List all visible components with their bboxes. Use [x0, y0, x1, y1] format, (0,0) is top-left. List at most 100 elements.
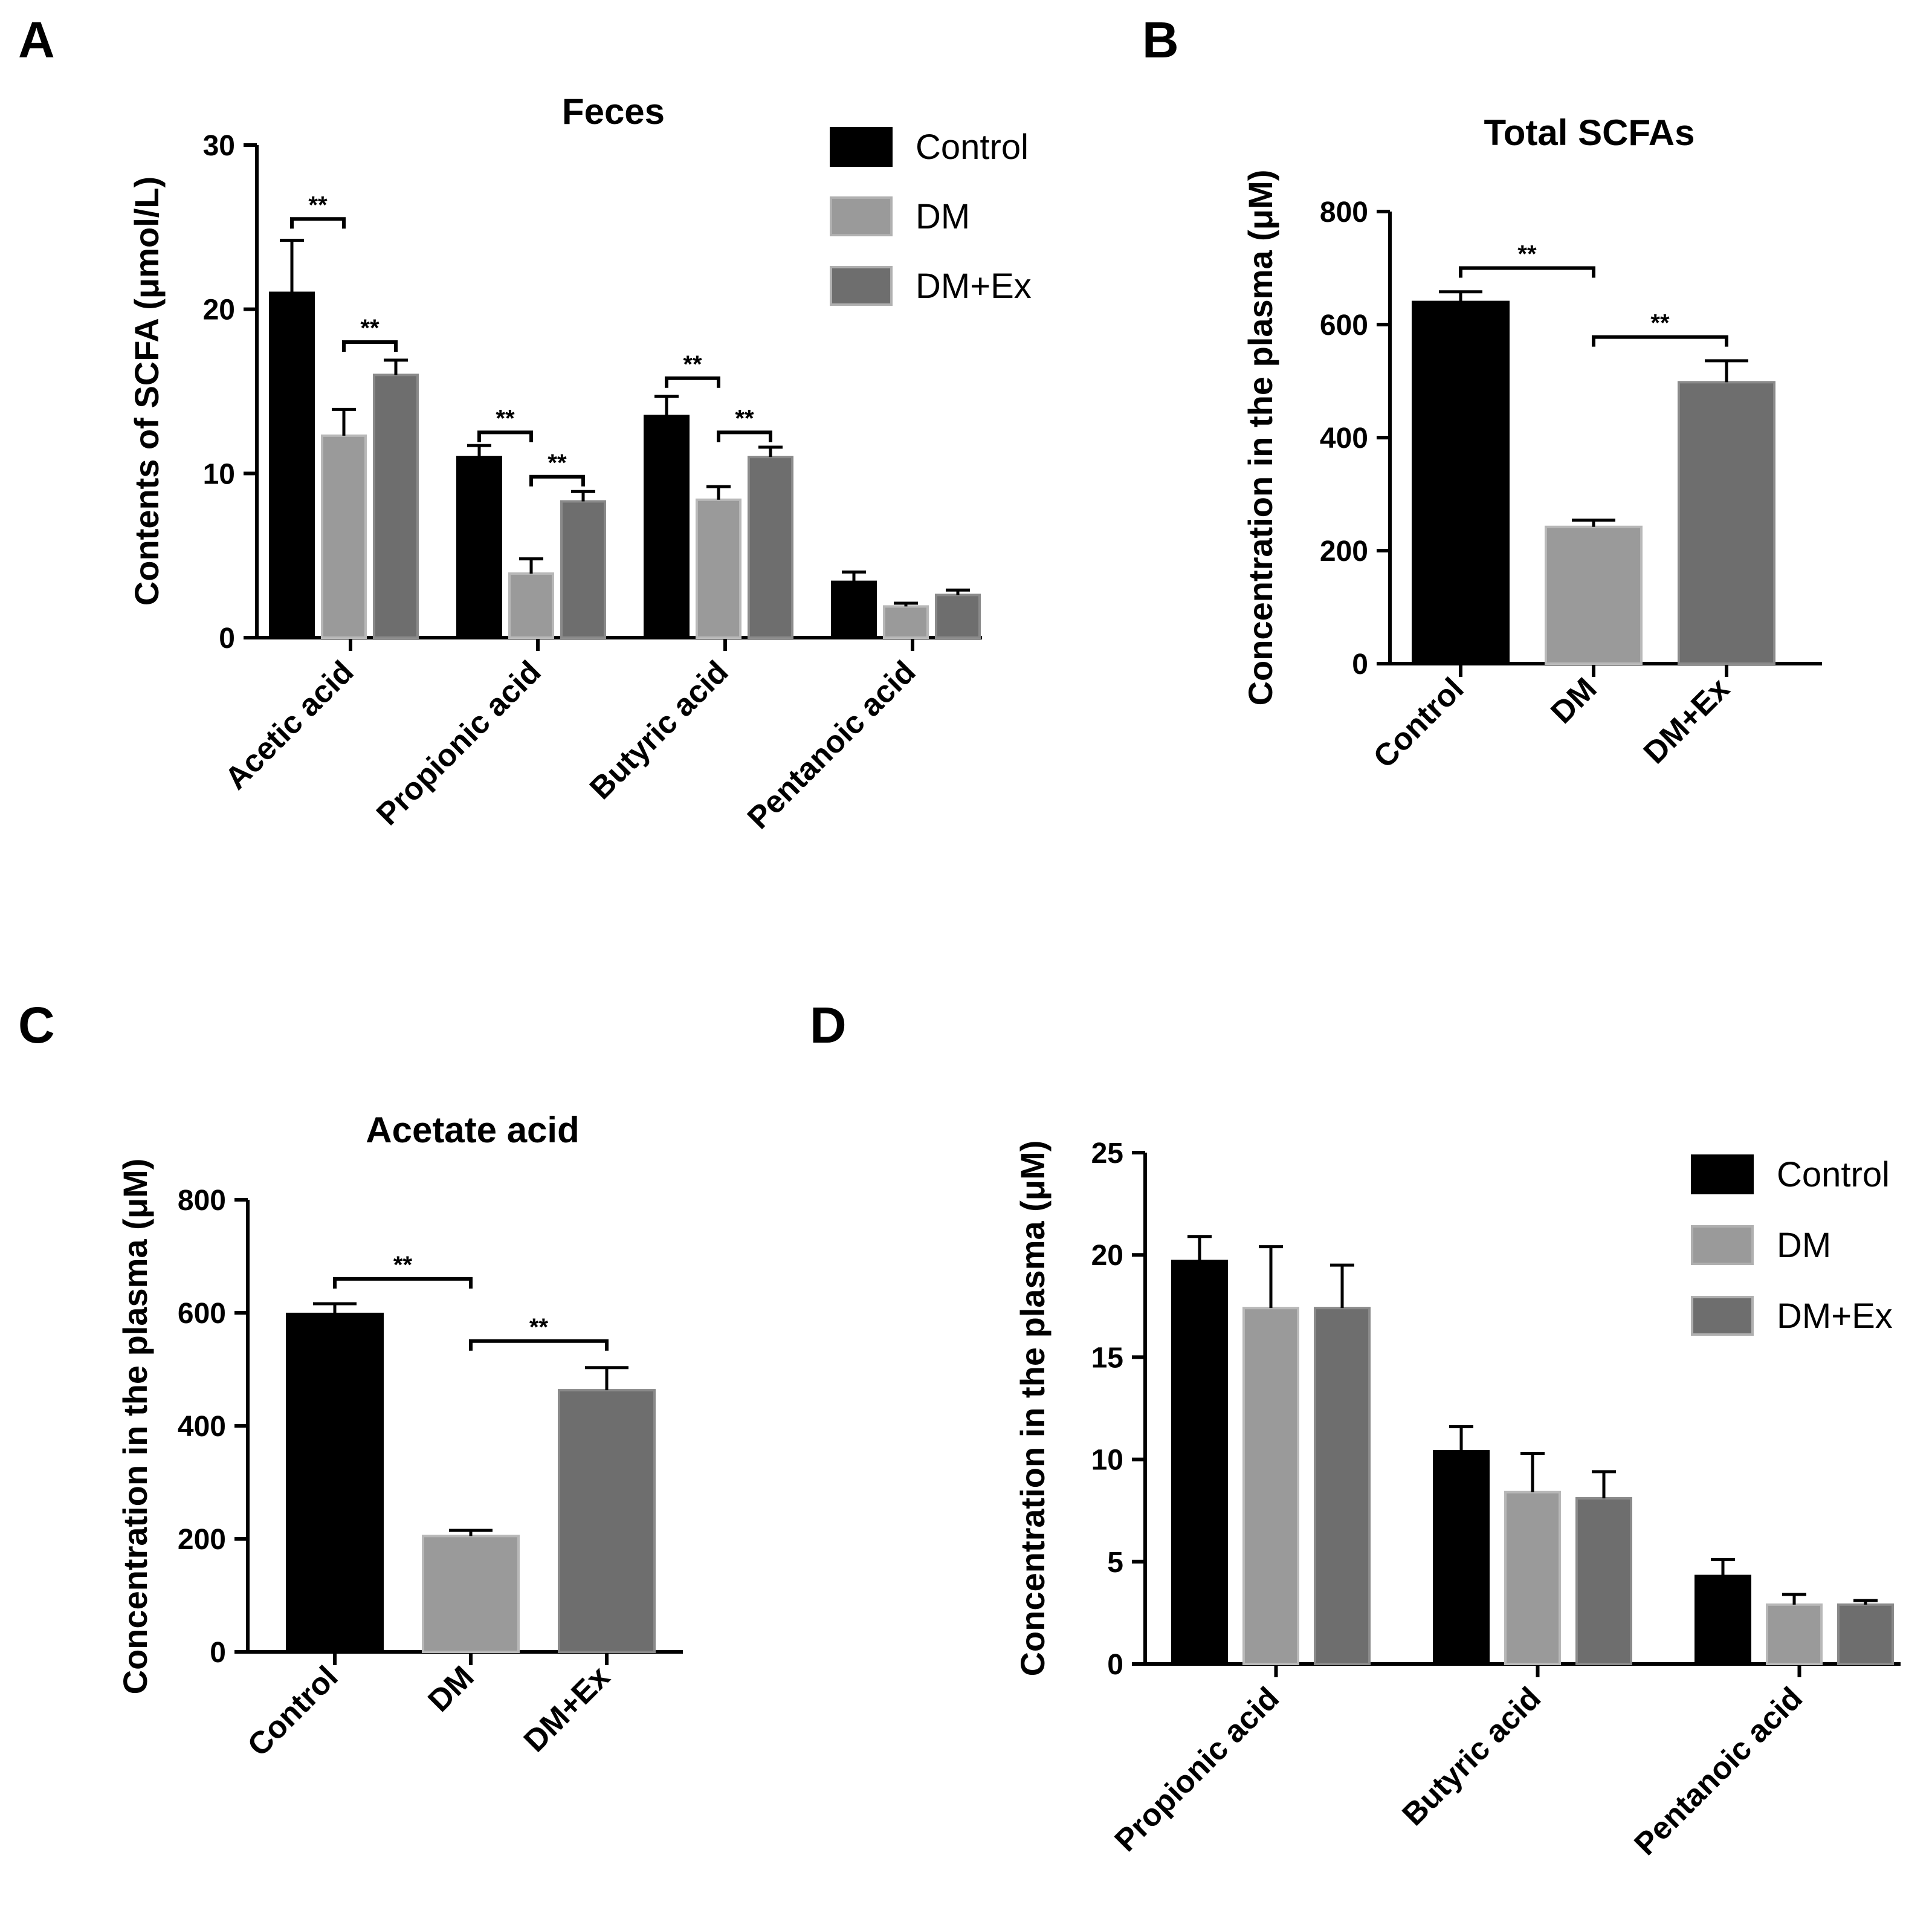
- legend-label: DM: [916, 197, 970, 236]
- significance-bracket: [717, 430, 772, 442]
- y-tick-label: 800: [1320, 196, 1368, 228]
- bar: [935, 594, 981, 639]
- legend-swatch: [830, 266, 893, 306]
- y-tick-label: 0: [219, 623, 235, 655]
- bar: [508, 572, 554, 639]
- x-category-label: DM+Ex: [517, 1659, 617, 1759]
- legend-label: DM: [1777, 1226, 1831, 1265]
- panel-letter: A: [18, 11, 55, 68]
- x-category-label: DM: [1544, 671, 1603, 730]
- significance-bracket: [1592, 335, 1728, 347]
- bar: [1314, 1307, 1371, 1666]
- significance-bracket: [333, 1277, 473, 1289]
- bar: [321, 434, 367, 639]
- y-tick-label: 30: [203, 130, 235, 162]
- legend-label: DM+Ex: [916, 267, 1032, 306]
- bar: [560, 500, 606, 639]
- bar: [883, 605, 929, 639]
- bar: [1504, 1490, 1561, 1665]
- bar: [831, 580, 877, 639]
- y-tick-label: 400: [178, 1411, 226, 1443]
- y-axis-label: Contents of SCFA (μmol/L): [128, 176, 166, 606]
- y-tick-label: 600: [178, 1298, 226, 1330]
- y-tick-label: 200: [1320, 536, 1368, 568]
- significance-bracket: [1459, 266, 1595, 278]
- x-category-label: Acetic acid: [218, 654, 360, 796]
- bar: [286, 1312, 384, 1654]
- chart-title: Feces: [562, 91, 665, 132]
- significance-label: **: [529, 1314, 549, 1341]
- legend-swatch: [1691, 1296, 1754, 1336]
- bar: [644, 415, 690, 639]
- x-category-label: Control: [241, 1659, 345, 1763]
- x-category-label: DM+Ex: [1637, 671, 1737, 771]
- bar: [1171, 1260, 1228, 1666]
- y-tick-label: 400: [1320, 422, 1368, 455]
- y-tick-label: 0: [1107, 1649, 1123, 1681]
- bar: [1695, 1575, 1751, 1666]
- panel-letter: C: [18, 997, 55, 1053]
- significance-label: **: [735, 405, 754, 432]
- chart-panel-D: D Concentration in the plasma (μM) 0 5 10 15 2…: [810, 997, 1901, 1862]
- bar: [1412, 300, 1510, 665]
- legend: Control DM DM+Ex: [1691, 1154, 1893, 1336]
- y-tick-label: 0: [210, 1637, 226, 1669]
- significance-label: **: [496, 405, 515, 432]
- bar: [1242, 1307, 1299, 1666]
- x-category-label: Control: [1367, 671, 1471, 775]
- legend-swatch: [830, 196, 893, 236]
- y-tick-label: 800: [178, 1185, 226, 1217]
- significance-bracket: [469, 1339, 609, 1351]
- x-category-label: Propionic acid: [370, 654, 548, 832]
- significance-label: **: [1650, 310, 1670, 337]
- legend-swatch: [830, 127, 893, 167]
- legend: Control DM DM+Ex: [830, 127, 1032, 306]
- bar: [558, 1389, 656, 1653]
- chart-title: Acetate acid: [366, 1110, 580, 1150]
- bar: [1837, 1603, 1894, 1666]
- bar: [456, 456, 502, 639]
- significance-label: **: [683, 351, 702, 378]
- bar: [422, 1535, 520, 1653]
- significance-label: **: [1517, 241, 1537, 268]
- bar: [1575, 1497, 1632, 1665]
- y-tick-label: 20: [203, 294, 235, 326]
- y-axis-label: Concentration in the plasma (μM): [116, 1159, 154, 1695]
- y-tick-label: 25: [1091, 1138, 1123, 1170]
- legend-label: Control: [1777, 1155, 1890, 1194]
- legend-label: Control: [916, 128, 1029, 167]
- significance-bracket: [665, 376, 720, 388]
- chart-panel-A: A Feces Contents of SCFA (μmol/L) 0 10 20 30 Ac…: [18, 11, 1032, 836]
- significance-label: **: [393, 1252, 413, 1278]
- chart-panel-C: C Acetate acid Concentration in the plasma…: [18, 997, 683, 1763]
- y-tick-label: 15: [1091, 1342, 1123, 1374]
- x-category-label: Butyric acid: [1395, 1680, 1547, 1832]
- x-category-label: DM: [421, 1659, 480, 1718]
- legend-swatch: [1691, 1154, 1754, 1194]
- y-tick-label: 10: [203, 458, 235, 490]
- bar: [696, 498, 741, 639]
- chart-panel-B: B Total SCFAs Concentration in the plasma …: [1142, 11, 1822, 775]
- y-tick-label: 600: [1320, 309, 1368, 341]
- significance-bracket: [290, 217, 346, 229]
- x-category-label: Propionic acid: [1108, 1680, 1286, 1858]
- bar: [1433, 1450, 1490, 1665]
- y-tick-label: 200: [178, 1524, 226, 1556]
- panel-letter: B: [1142, 11, 1179, 68]
- x-category-label: Butyric acid: [583, 654, 735, 806]
- bar: [1678, 381, 1775, 665]
- significance-label: **: [548, 450, 567, 476]
- bar: [748, 456, 793, 639]
- panel-letter: D: [810, 997, 847, 1053]
- y-tick-label: 0: [1352, 649, 1368, 681]
- bar: [269, 291, 315, 639]
- bar: [1545, 525, 1643, 665]
- y-tick-label: 5: [1107, 1547, 1123, 1579]
- y-tick-label: 20: [1091, 1240, 1123, 1272]
- y-axis-label: Concentration in the plasma (μM): [1241, 170, 1279, 706]
- significance-label: **: [360, 315, 380, 341]
- legend-label: DM+Ex: [1777, 1296, 1893, 1336]
- y-axis-label: Concentration in the plasma (μM): [1013, 1141, 1052, 1677]
- x-category-label: Pentanoic acid: [741, 654, 923, 836]
